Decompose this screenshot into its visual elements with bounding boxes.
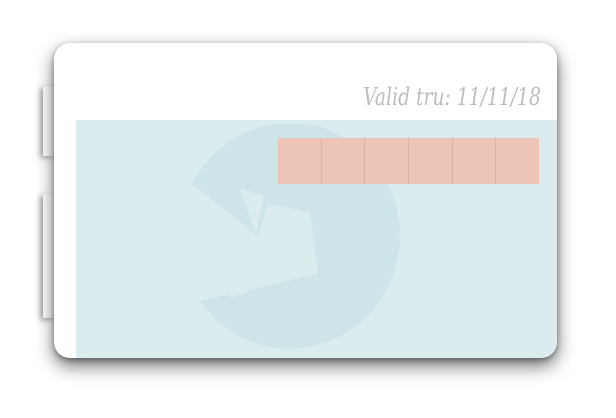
card-panel [76,120,557,358]
code-box[interactable] [365,138,410,184]
code-box[interactable] [409,138,453,184]
code-box[interactable] [278,138,322,184]
card-side-tab-lower [43,194,55,318]
card-side-tab-upper [43,86,55,156]
gift-card: Valid tru: 11/11/18 [54,43,557,358]
valid-through-date: Valid tru: 11/11/18 [363,83,541,111]
code-box[interactable] [453,138,497,184]
code-box[interactable] [496,138,539,184]
code-entry-boxes [278,138,539,184]
code-box[interactable] [322,138,366,184]
